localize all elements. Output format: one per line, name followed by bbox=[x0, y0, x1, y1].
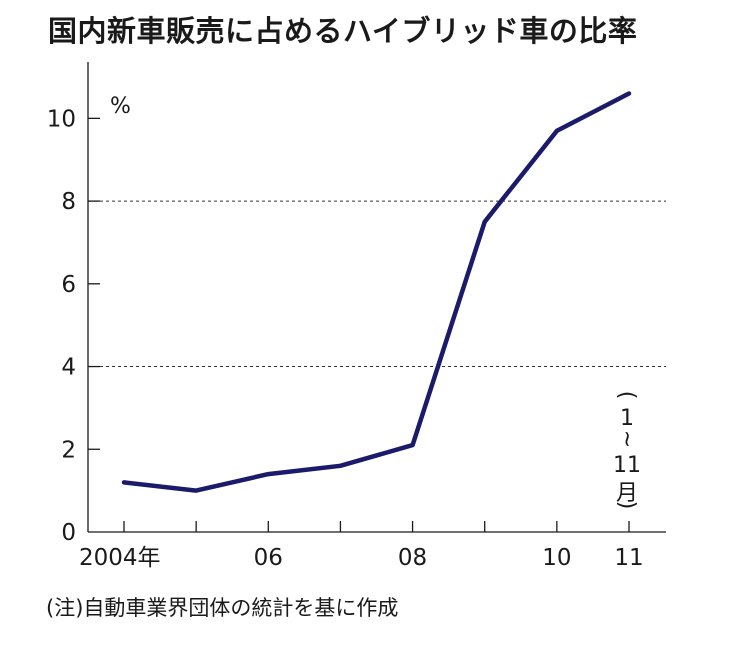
axes bbox=[87, 62, 666, 533]
y-tick-label: 8 bbox=[61, 189, 76, 215]
y-tick-label: 2 bbox=[61, 437, 76, 463]
period-note-char: ~ bbox=[614, 430, 639, 448]
period-note-char: 1 bbox=[620, 406, 634, 431]
gridlines bbox=[88, 200, 666, 368]
x-tick-label: 10 bbox=[542, 545, 571, 571]
period-note-char: ) bbox=[614, 501, 639, 510]
unit-label: % bbox=[110, 94, 131, 119]
footnote: (注)自動車業界団体の統計を基に作成 bbox=[46, 596, 399, 620]
series-line bbox=[121, 91, 632, 493]
period-note: (1~11 月) bbox=[613, 391, 641, 510]
period-note-char: 11 bbox=[613, 453, 641, 478]
period-note-char: 月 bbox=[616, 481, 638, 506]
x-ticks: 2004年 06 08 10 11 bbox=[79, 521, 644, 571]
y-ticks: 0 2 4 6 8 10 bbox=[47, 106, 100, 546]
y-tick-label: 0 bbox=[61, 520, 76, 546]
x-tick-label: 2004年 bbox=[79, 545, 161, 571]
series-layer bbox=[121, 91, 632, 493]
y-tick-label: 6 bbox=[61, 272, 76, 298]
x-tick-label: 08 bbox=[398, 545, 427, 571]
y-tick-label: 10 bbox=[47, 106, 76, 132]
chart-title: 国内新車販売に占めるハイブリッド車の比率 bbox=[48, 14, 638, 48]
y-tick-label: 4 bbox=[61, 355, 76, 381]
x-tick-label: 11 bbox=[614, 545, 643, 571]
x-tick-label: 06 bbox=[254, 545, 283, 571]
period-note-char: ( bbox=[614, 391, 639, 400]
